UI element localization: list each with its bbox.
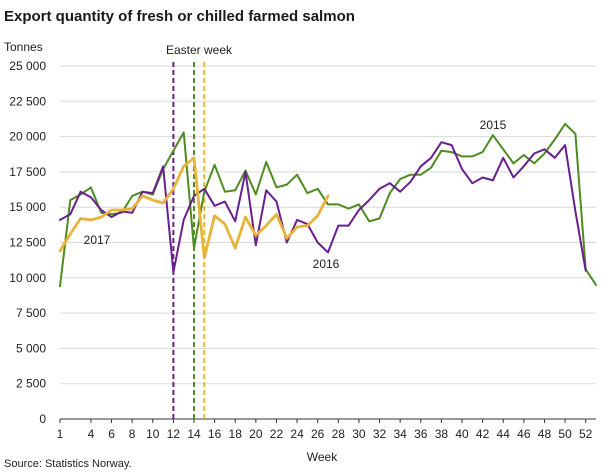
easter-week-lines [172,62,206,419]
x-tick-label: 52 [579,427,593,441]
x-tick-label: 10 [146,427,160,441]
x-tick-label: 36 [414,427,428,441]
x-tick-label: 34 [393,427,407,441]
y-tick-label: 10 000 [9,271,46,285]
y-tick-label: 2 500 [16,377,46,391]
series-line-2016 [59,141,587,274]
x-tick-label: 1 [57,427,64,441]
x-tick-label: 44 [497,427,511,441]
y-tick-label: 5 000 [16,341,46,355]
x-tick-label: 8 [129,427,136,441]
x-axis-label: Week [307,450,338,464]
series-line-2017 [58,156,330,260]
annotation-2015: 2015 [480,118,507,132]
y-tick-label: 12 500 [9,236,46,250]
x-tick-label: 48 [538,427,552,441]
x-tick-label: 42 [476,427,490,441]
y-axis-label: Tonnes [4,40,43,54]
axis-layer: 0 2 500 5 000 7 500 10 000 12 500 15 000 17 500… [9,59,596,441]
x-tick-label: 20 [249,427,263,441]
grid-layer [60,65,596,385]
y-tick-label: 7 500 [16,306,46,320]
x-tick-label: 16 [208,427,222,441]
annotation-2016: 2016 [313,257,340,271]
x-tick-label: 12 [167,427,181,441]
y-tick-label: 0 [39,412,46,426]
x-tick-label: 38 [435,427,449,441]
x-tick-label: 14 [187,427,201,441]
x-tick-label: 32 [373,427,387,441]
x-tick-label: 22 [270,427,284,441]
y-tick-label: 20 000 [9,130,46,144]
x-tick-label: 26 [311,427,325,441]
source-note: Source: Statistics Norway. [4,458,132,470]
x-tick-label: 4 [88,427,95,441]
y-tick-label: 25 000 [9,59,46,73]
annotation-2017: 2017 [84,233,111,247]
x-tick-label: 40 [455,427,469,441]
x-tick-label: 18 [229,427,243,441]
x-tick-label: 24 [290,427,304,441]
x-tick-label: 46 [517,427,531,441]
x-tick-label: 50 [558,427,572,441]
x-tick-label: 28 [332,427,346,441]
x-tick-label: 30 [352,427,366,441]
x-tick-label: 6 [108,427,115,441]
chart-title: Export quantity of fresh or chilled farm… [4,8,355,25]
series-layer [58,122,597,288]
annotation-easter-week: Easter week [166,43,233,57]
y-tick-label: 17 500 [9,165,46,179]
y-tick-label: 15 000 [9,200,46,214]
y-tick-label: 22 500 [9,94,46,108]
